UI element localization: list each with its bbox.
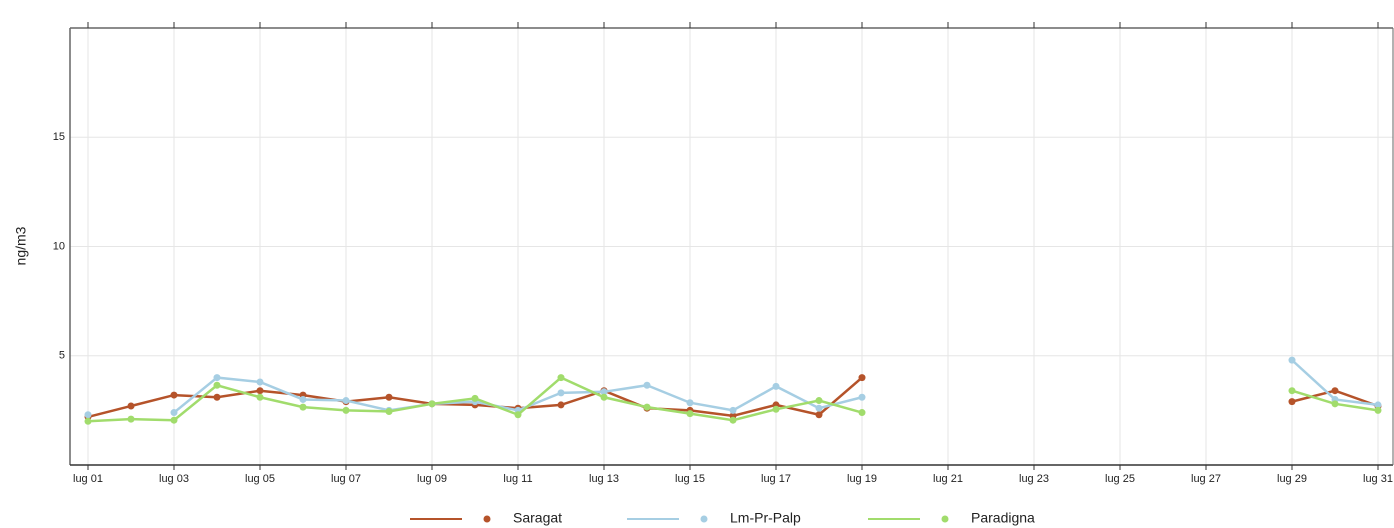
legend-marker [941,515,949,523]
data-point [84,417,92,425]
data-point [471,394,479,402]
data-point [1331,400,1339,408]
data-point [1288,387,1296,395]
data-point [772,405,780,413]
y-tick-label: 15 [53,131,65,143]
data-point [385,407,393,415]
x-tick-label: lug 13 [589,473,619,485]
data-point [342,406,350,414]
data-point [256,387,264,395]
x-tick-label: lug 17 [761,473,791,485]
data-point [772,382,780,390]
data-point [256,378,264,386]
data-point [815,411,823,419]
legend-label: Paradigna [971,510,1035,526]
x-tick-label: lug 03 [159,473,189,485]
data-point [815,397,823,405]
x-tick-label: lug 31 [1363,473,1393,485]
data-point [1331,387,1339,395]
data-point [858,409,866,417]
data-point [514,411,522,419]
data-point [643,381,651,389]
data-point [299,403,307,411]
x-tick-label: lug 15 [675,473,705,485]
data-point [1374,406,1382,414]
data-point [729,416,737,424]
x-tick-label: lug 01 [73,473,103,485]
data-point [600,393,608,401]
data-point [213,381,221,389]
legend-marker [700,515,708,523]
x-tick-label: lug 09 [417,473,447,485]
data-point [600,388,608,396]
data-point [1288,398,1296,406]
x-tick-label: lug 19 [847,473,877,485]
data-point [127,415,135,423]
y-tick-label: 10 [53,240,65,252]
x-tick-label: lug 29 [1277,473,1307,485]
data-point [1288,356,1296,364]
data-point [256,393,264,401]
data-point [858,374,866,382]
data-point [170,391,178,399]
data-point [299,395,307,403]
data-point [1374,401,1382,409]
data-point [84,411,92,419]
data-point [686,410,694,418]
x-tick-label: lug 25 [1105,473,1135,485]
data-point [170,409,178,417]
data-point [213,374,221,382]
x-tick-label: lug 05 [245,473,275,485]
data-point [557,374,565,382]
legend-label: Saragat [513,510,562,526]
data-point [428,400,436,408]
data-point [643,403,651,411]
data-point [342,397,350,405]
x-tick-label: lug 21 [933,473,963,485]
data-point [170,416,178,424]
x-tick-label: lug 07 [331,473,361,485]
x-tick-label: lug 27 [1191,473,1221,485]
data-point [557,401,565,409]
data-point [729,406,737,414]
data-point [557,389,565,397]
data-point [385,393,393,401]
data-point [815,404,823,412]
x-tick-label: lug 11 [503,473,532,485]
data-point [213,393,221,401]
legend-marker [483,515,491,523]
data-point [686,399,694,407]
data-point [127,402,135,410]
x-tick-label: lug 23 [1019,473,1049,485]
data-point [858,393,866,401]
y-tick-label: 5 [59,350,65,362]
y-axis-label: ng/m3 [13,226,29,265]
legend-label: Lm-Pr-Palp [730,510,801,526]
